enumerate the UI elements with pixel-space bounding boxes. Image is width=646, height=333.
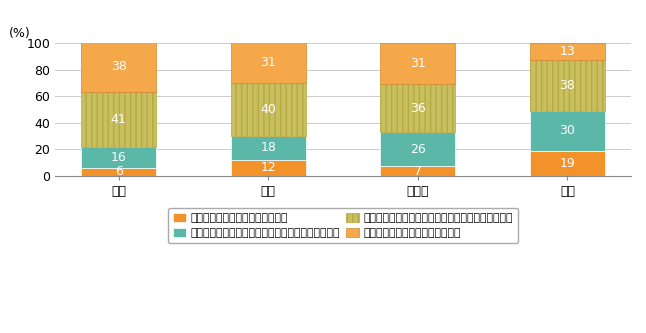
Bar — [530, 151, 605, 176]
Text: 36: 36 — [410, 102, 426, 115]
Bar — [81, 42, 156, 92]
Legend: 便利・快適性を重視すべきである, どちらかというと便利・快適性を重視すべきである, どちらかというと安心・安全性を重視すべきである, 安心・安全性を重視すべきで: 便利・快適性を重視すべきである, どちらかというと便利・快適性を重視すべきである… — [168, 208, 518, 243]
Bar — [81, 147, 156, 168]
Bar — [530, 60, 605, 111]
Text: 13: 13 — [559, 45, 576, 58]
Text: 6: 6 — [115, 165, 123, 178]
Bar — [231, 160, 306, 176]
Bar — [231, 83, 306, 136]
Bar — [81, 92, 156, 147]
Text: 38: 38 — [110, 61, 127, 74]
Text: 18: 18 — [260, 142, 276, 155]
Bar — [231, 136, 306, 160]
Text: 12: 12 — [260, 161, 276, 174]
Text: 40: 40 — [260, 103, 276, 116]
Bar — [380, 132, 455, 166]
Bar — [231, 42, 306, 83]
Text: 7: 7 — [414, 165, 422, 177]
Text: 38: 38 — [559, 79, 576, 92]
Bar — [380, 166, 455, 176]
Text: 41: 41 — [110, 113, 127, 126]
Text: 30: 30 — [559, 124, 576, 137]
Text: 19: 19 — [559, 157, 576, 169]
Text: 26: 26 — [410, 143, 426, 156]
Bar — [380, 84, 455, 132]
Bar — [81, 168, 156, 176]
Text: 31: 31 — [410, 57, 426, 70]
Bar — [530, 43, 605, 60]
Text: (%): (%) — [9, 27, 31, 41]
Bar — [380, 43, 455, 84]
Text: 16: 16 — [110, 151, 127, 164]
Text: 31: 31 — [260, 56, 276, 69]
Bar — [530, 111, 605, 151]
